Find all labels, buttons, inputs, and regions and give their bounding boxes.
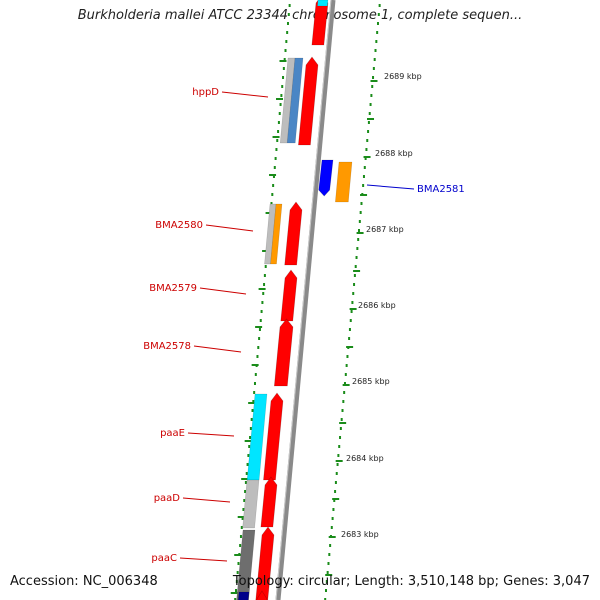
gene-label-paad: paaD — [154, 493, 181, 504]
feature-block-paae-cyan — [246, 393, 268, 481]
gene-leader-line — [199, 287, 247, 295]
gene-leader-line — [187, 432, 235, 437]
gene-label-bma2581: BMA2581 — [417, 184, 465, 195]
feature-block-bma2581-orange — [335, 161, 353, 203]
gene-arrow-bottom — [256, 590, 268, 600]
gene-arrow-bma2579 — [280, 269, 298, 322]
tick-label: 2686 kbp — [358, 301, 396, 310]
gene-arrow-paac — [255, 526, 275, 600]
feature-block-top-cyan — [317, 0, 329, 7]
gene-leader-line — [221, 91, 269, 98]
tick-label: 2685 kbp — [352, 377, 390, 386]
gene-label-hppd: hppD — [192, 87, 219, 98]
gene-arrow-paad — [260, 476, 278, 528]
gene-arrow-hppd — [298, 56, 319, 146]
accession-text: Accession: NC_006348 — [10, 574, 158, 589]
tick-label: 2688 kbp — [375, 149, 413, 158]
inner-tick-marks — [230, 60, 287, 594]
tick-label: 2687 kbp — [366, 225, 404, 234]
gene-label-paac: paaC — [151, 553, 177, 564]
gene-label-bma2579: BMA2579 — [149, 283, 197, 294]
tick-label: 2684 kbp — [346, 454, 384, 463]
topology-text: Topology: circular; Length: 3,510,148 bp… — [232, 574, 590, 589]
gene-arrow-bma2581 — [318, 159, 334, 197]
gene-label-bma2578: BMA2578 — [143, 341, 191, 352]
feature-block-hppd-blue — [286, 57, 304, 144]
outer-ruler-dots — [324, 4, 381, 600]
gene-leader-line — [205, 224, 254, 232]
gene-arrow-bma2580 — [284, 201, 303, 266]
gene-label-bma2580: BMA2580 — [155, 220, 203, 231]
feature-block-paac-darkgray — [236, 529, 256, 600]
chromosome-backbone — [275, 0, 336, 600]
gene-leader-line — [182, 497, 231, 503]
gene-label-paae: paaE — [160, 428, 185, 439]
gene-leader-line — [366, 184, 415, 190]
gene-leader-line — [179, 557, 228, 562]
outer-tick-marks — [325, 80, 378, 576]
tick-label: 2689 kbp — [384, 72, 422, 81]
gene-arrow-paae — [263, 392, 284, 481]
gene-arrow-bma2578 — [273, 318, 294, 387]
feature-block-bma2580-orange — [270, 203, 283, 265]
gene-leader-line — [193, 345, 242, 353]
feature-block-bottom-navy — [238, 591, 250, 600]
map-title: Burkholderia mallei ATCC 23344 chromosom… — [77, 8, 523, 23]
tick-label: 2683 kbp — [341, 530, 379, 539]
feature-block-paad-gray — [242, 479, 260, 529]
gene-arrow-top — [311, 0, 329, 46]
